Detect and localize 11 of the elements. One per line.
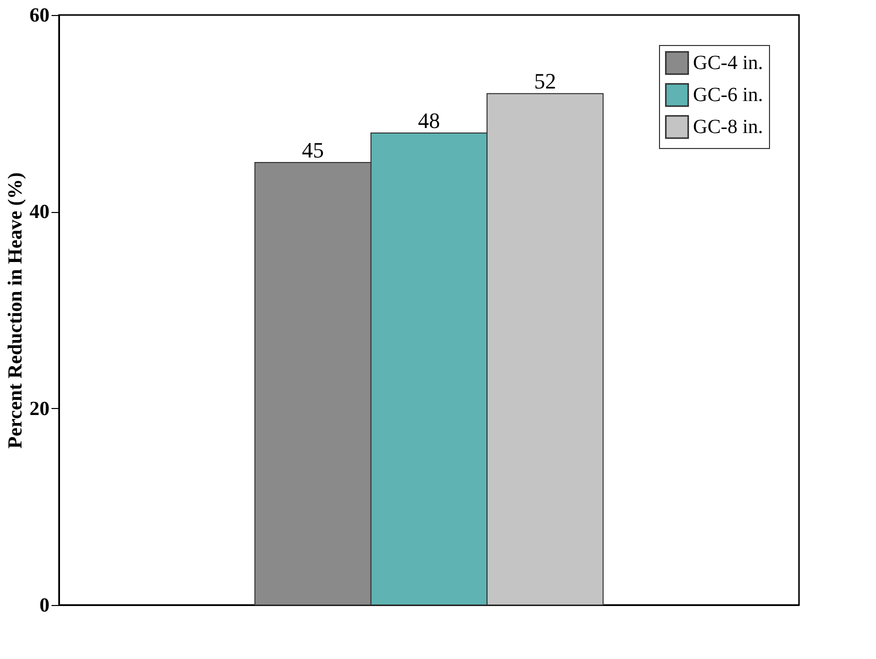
y-tick-label: 40 — [30, 201, 50, 224]
legend-label: GC-4 in. — [693, 52, 763, 74]
y-axis-title: Percent Reduction in Heave (%) — [4, 172, 26, 449]
y-tick-label: 20 — [30, 398, 50, 420]
data-label: 45 — [302, 138, 324, 162]
data-label: 48 — [418, 108, 440, 133]
legend-label: GC-6 in. — [693, 84, 763, 106]
legend-label: GC-8 in. — [693, 116, 763, 138]
data-label: 52 — [534, 68, 556, 94]
y-tick-label: 0 — [40, 594, 50, 616]
y-tick-label: 60 — [30, 4, 50, 26]
